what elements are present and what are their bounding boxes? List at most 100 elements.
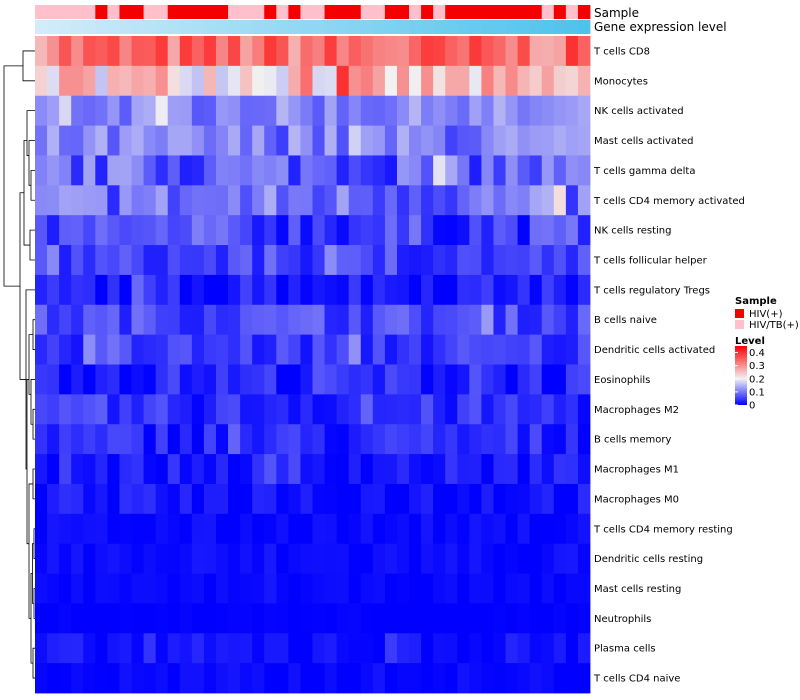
- heatmap-cell: [324, 274, 338, 306]
- heatmap-cell: [505, 245, 519, 276]
- row-dendrogram: [3, 50, 35, 679]
- heatmap-cell: [529, 334, 543, 365]
- heatmap-cell: [493, 633, 506, 664]
- sample-annotation-cell: [409, 5, 422, 19]
- heatmap-cell: [372, 304, 386, 336]
- heatmap-cell: [324, 483, 338, 515]
- heatmap-cell: [396, 36, 410, 67]
- heatmap-cell: [421, 424, 434, 455]
- row-label: Plasma cells: [594, 644, 656, 655]
- heatmap-cell: [203, 513, 217, 545]
- heatmap-cell: [481, 274, 494, 306]
- heatmap-cell: [433, 95, 446, 126]
- heatmap-cell: [553, 125, 567, 156]
- heatmap-cell: [83, 394, 96, 425]
- heatmap-cell: [469, 65, 482, 97]
- heatmap-cell: [541, 95, 555, 126]
- heatmap-cell: [384, 304, 398, 336]
- heatmap-cell: [384, 155, 398, 186]
- heatmap-cell: [131, 304, 144, 336]
- heatmap-cell: [131, 603, 144, 634]
- heatmap-cell: [445, 424, 458, 455]
- heatmap-cell: [95, 215, 108, 246]
- heatmap-cell: [469, 513, 482, 545]
- heatmap-cell: [288, 633, 301, 664]
- heatmap-cell: [565, 155, 579, 186]
- row-label: T cells follicular helper: [593, 255, 708, 266]
- heatmap-cell: [203, 394, 217, 425]
- heatmap-cell: [493, 95, 506, 126]
- legend-sample-title: Sample: [735, 296, 777, 307]
- heatmap-cell: [167, 364, 181, 395]
- heatmap-cell: [517, 663, 531, 694]
- heatmap-cell: [288, 304, 301, 336]
- heatmap-cell: [529, 603, 543, 634]
- heatmap-cell: [143, 573, 157, 604]
- heatmap-cell: [553, 573, 567, 604]
- heatmap-cell: [433, 155, 446, 186]
- heatmap-cell: [276, 483, 289, 515]
- heatmap-cell: [83, 663, 96, 694]
- heatmap-cell: [577, 513, 591, 545]
- expression-annotation-cell: [95, 20, 108, 34]
- heatmap-cell: [541, 274, 555, 306]
- heatmap-cell: [324, 185, 338, 216]
- heatmap-cell: [119, 573, 132, 604]
- sample-annotation-cell: [565, 5, 579, 19]
- heatmap-cell: [372, 394, 386, 425]
- heatmap-cell: [445, 215, 458, 246]
- heatmap-cell: [35, 364, 48, 395]
- heatmap-cell: [457, 424, 470, 455]
- heatmap-cell: [107, 633, 120, 664]
- heatmap-cell: [553, 633, 567, 664]
- heatmap-cell: [433, 483, 446, 515]
- dendrogram-branch: [29, 229, 35, 261]
- heatmap-cell: [336, 185, 350, 216]
- heatmap-cell: [469, 663, 482, 694]
- heatmap-cell: [143, 274, 157, 306]
- heatmap-cell: [228, 334, 241, 365]
- heatmap-cell: [409, 215, 422, 246]
- heatmap-cell: [215, 364, 229, 395]
- expression-annotation-cell: [577, 20, 591, 34]
- heatmap-cell: [384, 215, 398, 246]
- heatmap-cell: [384, 364, 398, 395]
- heatmap-cell: [493, 36, 506, 67]
- heatmap-cell: [35, 304, 48, 336]
- heatmap-cell: [360, 483, 374, 515]
- heatmap-cell: [505, 304, 519, 336]
- expression-annotation-cell: [276, 20, 289, 34]
- heatmap-cell: [276, 95, 289, 126]
- heatmap-cell: [372, 185, 386, 216]
- sample-annotation-cell: [228, 5, 241, 19]
- heatmap-cell: [517, 364, 531, 395]
- heatmap-cell: [167, 125, 181, 156]
- heatmap-cell: [336, 573, 350, 604]
- heatmap-cell: [577, 394, 591, 425]
- heatmap-cell: [565, 543, 579, 574]
- heatmap-cell: [179, 603, 193, 634]
- heatmap-cell: [577, 95, 591, 126]
- heatmap-cell: [252, 633, 265, 664]
- heatmap-cell: [119, 513, 132, 545]
- heatmap-cell: [59, 155, 72, 186]
- heatmap-cell: [457, 663, 470, 694]
- heatmap-cell: [517, 95, 531, 126]
- heatmap-cell: [131, 364, 144, 395]
- heatmap-cell: [517, 543, 531, 574]
- heatmap-cell: [179, 663, 193, 694]
- sample-annotation-cell: [324, 5, 338, 19]
- heatmap-cell: [203, 633, 217, 664]
- heatmap-cell: [288, 364, 301, 395]
- heatmap-cell: [457, 513, 470, 545]
- heatmap-cell: [107, 364, 120, 395]
- heatmap-cell: [47, 603, 60, 634]
- level-tick-label: 0.2: [749, 374, 765, 385]
- heatmap-cell: [179, 274, 193, 306]
- heatmap-cell: [433, 663, 446, 694]
- heatmap-cell: [505, 394, 519, 425]
- expression-annotation-cell: [155, 20, 169, 34]
- heatmap-cell: [47, 483, 60, 515]
- heatmap-cell: [409, 454, 422, 485]
- heatmap-cell: [336, 513, 350, 545]
